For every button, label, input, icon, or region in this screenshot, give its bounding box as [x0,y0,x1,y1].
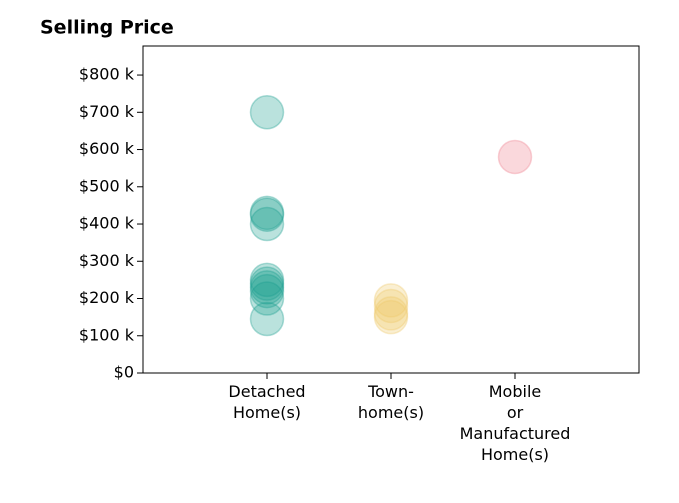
chart-title: Selling Price [40,17,174,39]
y-tick-label: $300 k [79,251,135,270]
point [373,296,409,331]
y-tick-label: $600 k [79,139,135,158]
point [249,206,285,242]
x-tick-label-line: Detached [228,382,305,401]
point [249,281,285,316]
point [249,273,285,309]
point [373,283,409,318]
y-tick-label: $200 k [79,288,135,307]
x-tick-label: Detached Home(s) [228,382,305,422]
y-tick-label: $700 k [79,102,135,121]
x-tick-label-line: or [507,403,524,422]
point [249,195,285,231]
x-tick-label-line: Manufactured [460,424,571,443]
point [373,299,409,335]
x-tick-label-line: Home(s) [233,403,301,422]
y-tick-label: $0 [114,363,134,382]
x-tick-label: Mobile or Manufactured Home(s) [460,382,571,464]
y-tick-label: $400 k [79,214,135,233]
point [249,270,285,305]
x-tick-label-line: Town- [367,382,414,401]
x-tick-label: Town-home(s) [358,382,424,422]
x-tick-label-line: Home(s) [481,445,549,464]
point [249,95,285,130]
point [249,197,285,232]
y-tick-label: $100 k [79,325,135,344]
point [249,262,285,298]
point [497,139,533,175]
x-tick-label-line: home(s) [358,403,424,422]
point [373,288,409,324]
y-tick-label: $500 k [79,176,135,195]
point [249,266,285,301]
x-tick-label-line: Mobile [489,382,541,401]
point [249,301,285,337]
y-tick-label: $800 k [79,65,135,84]
